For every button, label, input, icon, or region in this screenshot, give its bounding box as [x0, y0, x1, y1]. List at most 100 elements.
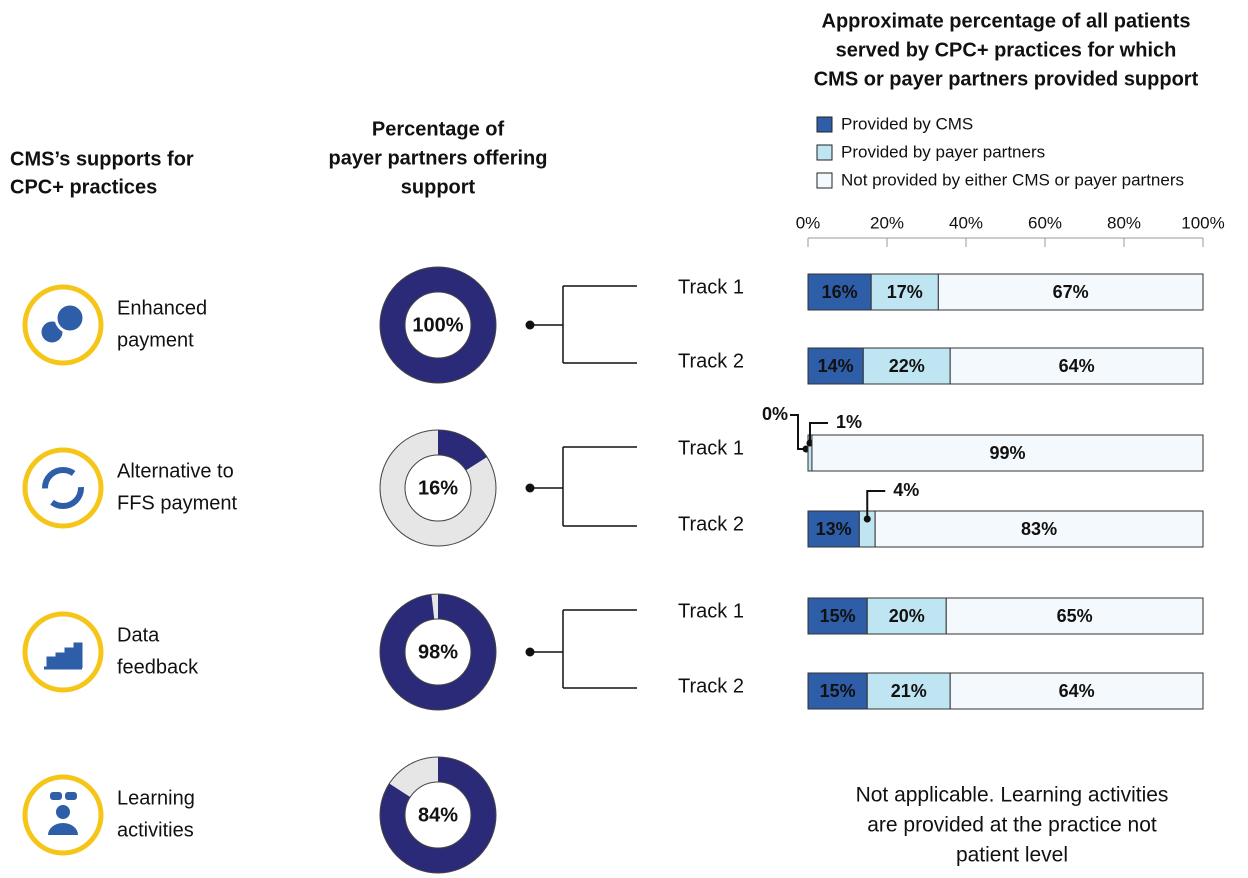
callout-label: 4% — [893, 480, 919, 500]
bar-label: 64% — [1059, 356, 1095, 376]
callout-label: 0% — [762, 404, 788, 424]
x-tick-label: 20% — [870, 213, 904, 232]
bar-label: 64% — [1059, 681, 1095, 701]
donut-outline — [404, 454, 472, 522]
bar-label: 22% — [889, 356, 925, 376]
track-label: Track 2 — [678, 513, 744, 535]
support-label: feedback — [117, 656, 199, 678]
donut-label: 100% — [412, 314, 463, 336]
donut-outline — [379, 266, 497, 384]
bar-segment — [807, 672, 868, 710]
bracket — [530, 609, 637, 689]
bar-segment — [807, 273, 872, 311]
legend-swatch — [816, 144, 833, 161]
bar-icon — [44, 642, 83, 670]
bar-label: 15% — [820, 606, 856, 626]
bar-segment — [807, 597, 868, 635]
callout-line — [808, 422, 828, 443]
support-label: FFS payment — [117, 492, 237, 514]
donut-arc — [380, 594, 496, 710]
support-label: Learning — [117, 787, 195, 809]
bar-segment — [874, 510, 1204, 548]
bar-label: 67% — [1053, 282, 1089, 302]
bar-title: Approximate percentage of all patients — [822, 10, 1191, 32]
bracket — [530, 446, 637, 527]
bar-segment — [866, 672, 951, 710]
legend-label: Provided by payer partners — [841, 142, 1045, 161]
bar-segment — [862, 347, 951, 385]
x-tick-label: 40% — [949, 213, 983, 232]
donut-outline — [404, 781, 472, 849]
x-tick-label: 100% — [1181, 213, 1224, 232]
support-label: Alternative to — [117, 460, 234, 482]
bracket — [530, 285, 637, 364]
donut-title: payer partners offering — [329, 147, 548, 169]
donut-outline — [404, 291, 472, 359]
donut-title: support — [401, 176, 476, 198]
bar-label: 17% — [887, 282, 923, 302]
support-label: activities — [117, 819, 194, 841]
donut-arc — [380, 267, 496, 383]
icon-ring — [22, 447, 104, 529]
bar-label: 14% — [818, 356, 854, 376]
bar-segment — [811, 434, 1204, 472]
donut-outline — [379, 429, 497, 547]
donut-title: Percentage of — [372, 118, 505, 140]
bar-title: served by CPC+ practices for which — [836, 39, 1177, 61]
icon-ring — [22, 284, 104, 366]
bar-label: 21% — [891, 681, 927, 701]
bar-label: 13% — [816, 519, 852, 539]
bar-title: CMS or payer partners provided support — [814, 68, 1199, 90]
icons — [22, 284, 104, 856]
note: are provided at the practice not — [867, 814, 1157, 837]
donut-outline — [404, 618, 472, 686]
track-label: Track 2 — [678, 675, 744, 697]
donut-arc — [380, 430, 496, 546]
bar-segment — [949, 672, 1204, 710]
bar-segment — [866, 597, 947, 635]
track-label: Track 1 — [678, 600, 744, 622]
support-label: payment — [117, 329, 194, 351]
x-tick-label: 60% — [1028, 213, 1062, 232]
legend-label: Not provided by either CMS or payer part… — [841, 170, 1184, 189]
people-icon — [48, 823, 78, 835]
coin-icon — [54, 302, 86, 334]
callout-line — [866, 490, 886, 519]
icon-ring — [22, 774, 104, 856]
bar-segment — [937, 273, 1204, 311]
bar-label: 83% — [1021, 519, 1057, 539]
track-label: Track 1 — [678, 276, 744, 298]
note: patient level — [956, 844, 1068, 867]
donut-outline — [379, 593, 497, 711]
callout-dot — [863, 515, 871, 523]
bar-label: 20% — [889, 606, 925, 626]
support-label: Data — [117, 624, 160, 646]
icon-ring — [22, 611, 104, 693]
track-label: Track 1 — [678, 437, 744, 459]
x-tick-label: 0% — [796, 213, 821, 232]
donut-label: 16% — [418, 477, 458, 499]
people-icon — [56, 805, 70, 819]
supports-header: CPC+ practices — [10, 176, 157, 198]
bar-segment — [807, 510, 860, 548]
support-label: Enhanced — [117, 297, 207, 319]
x-tick-label: 80% — [1107, 213, 1141, 232]
legend-swatch — [816, 172, 833, 189]
bar-label: 65% — [1057, 606, 1093, 626]
donut-arc — [380, 757, 496, 873]
people-icon — [50, 792, 62, 800]
legend-swatch — [816, 116, 833, 133]
donut-outline — [379, 756, 497, 874]
cycle-icon — [42, 467, 84, 509]
note: Not applicable. Learning activities — [856, 784, 1169, 807]
bar-label: 15% — [820, 681, 856, 701]
track-label: Track 2 — [678, 350, 744, 372]
donut-label: 98% — [418, 641, 458, 663]
people-icon — [65, 792, 77, 800]
bar-segment — [945, 597, 1204, 635]
callout-label: 1% — [836, 412, 862, 432]
bar-label: 16% — [822, 282, 858, 302]
supports-header: CMS’s supports for — [10, 148, 194, 170]
legend-label: Provided by CMS — [841, 114, 973, 133]
